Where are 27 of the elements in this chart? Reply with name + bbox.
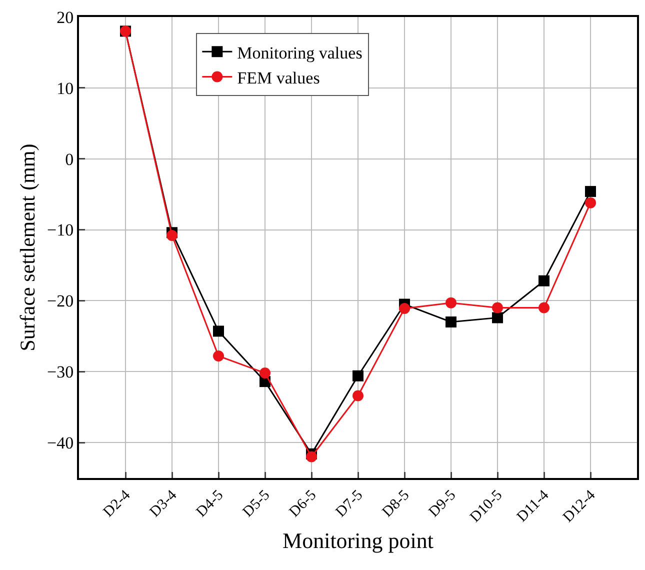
point [492,312,503,324]
point [585,197,596,208]
y-tick-label: 0 [65,150,74,169]
point [352,370,364,382]
point [446,316,456,328]
point [306,451,317,462]
x-axis-title: Monitoring point [282,528,434,554]
point [166,230,178,241]
y-tick-label: −40 [47,433,74,452]
point [446,297,456,308]
point [352,390,364,402]
point [260,368,270,379]
legend-label: FEM values [237,68,320,88]
point [213,350,224,362]
y-tick-label: −20 [47,292,74,311]
y-tick-label: 20 [56,8,74,27]
point [538,275,550,286]
point [213,326,224,337]
point [492,302,503,314]
legend-label: Monitoring values [237,43,362,62]
y-axis-title: Surface settlement (mm) [16,144,40,352]
y-tick-label: −10 [47,220,74,240]
point [538,302,550,314]
point [399,302,410,314]
y-tick-label: 10 [56,78,74,98]
y-tick-label: −30 [47,362,74,382]
point [585,186,596,197]
